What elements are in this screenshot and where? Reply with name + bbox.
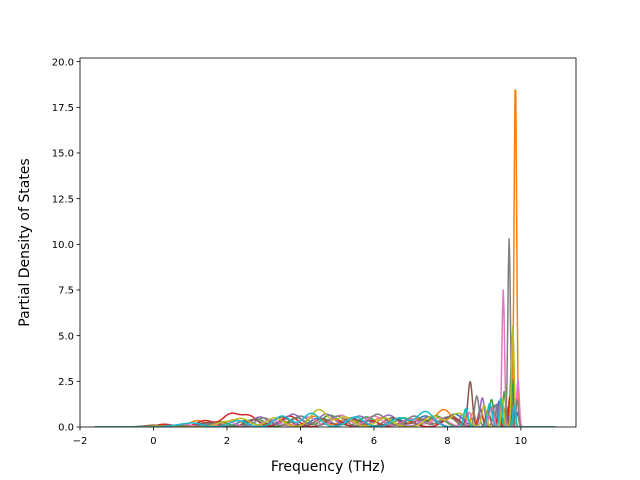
y-tick-label: 17.5 — [52, 103, 74, 114]
y-tick-label: 7.5 — [58, 286, 74, 297]
y-tick-label: 10.0 — [52, 240, 74, 251]
x-tick-label: 8 — [444, 436, 450, 447]
y-tick-label: 0.0 — [58, 423, 74, 434]
x-tick-label: 10 — [515, 436, 528, 447]
x-tick-label: −2 — [73, 436, 88, 447]
x-tick-label: 0 — [150, 436, 156, 447]
x-axis: −2 0 2 4 6 8 10 — [73, 427, 528, 447]
axes-frame — [79, 57, 577, 428]
x-tick-label: 2 — [224, 436, 230, 447]
x-axis-title: Frequency (THz) — [271, 459, 385, 475]
series-line-10 — [94, 398, 556, 427]
y-tick-label: 2.5 — [58, 377, 74, 388]
y-tick-label: 15.0 — [52, 149, 74, 160]
x-tick-label: 6 — [371, 436, 377, 447]
y-axis: 0.0 2.5 5.0 7.5 10.0 12.5 15.0 17.5 20.0 — [52, 57, 80, 434]
y-tick-label: 20.0 — [52, 57, 74, 68]
y-axis-title: Partial Density of States — [17, 158, 33, 326]
y-tick-label: 5.0 — [58, 331, 74, 342]
y-tick-label: 12.5 — [52, 194, 74, 205]
x-tick-label: 4 — [297, 436, 303, 447]
